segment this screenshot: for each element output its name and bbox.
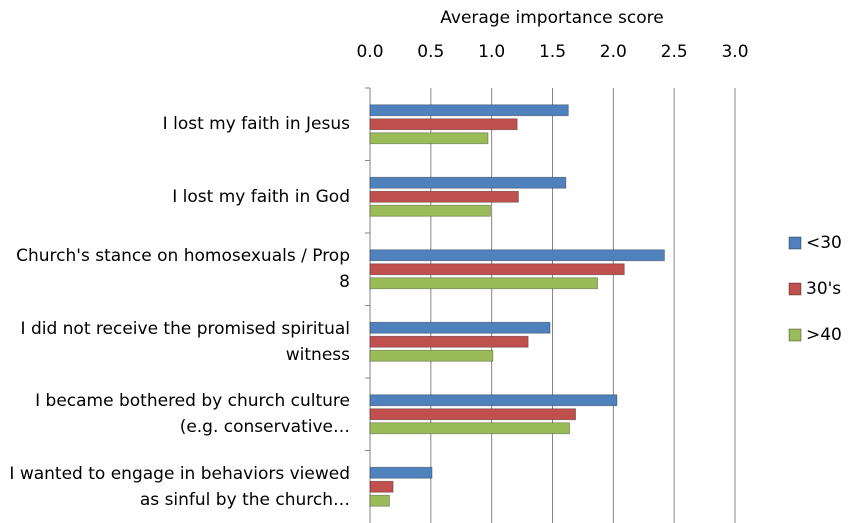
bar (369, 249, 665, 262)
bar (369, 190, 519, 203)
x-tick-label: 0.5 (417, 42, 444, 62)
legend-swatch (788, 236, 802, 250)
bar (369, 263, 625, 276)
x-tick-label: 1.5 (539, 42, 566, 62)
bar (369, 335, 529, 348)
legend-swatch (788, 282, 802, 296)
bar (369, 494, 390, 507)
bar (369, 176, 567, 189)
x-tick-label: 1.0 (478, 42, 505, 62)
y-tick-label: I became bothered by church culture (e.g… (35, 391, 350, 438)
y-tick-label: I did not receive the promised spiritual… (20, 318, 350, 365)
legend-swatch (788, 328, 802, 342)
bar (369, 118, 518, 131)
y-tick-label: I lost my faith in Jesus (162, 114, 350, 135)
bar (369, 132, 489, 145)
legend-label: >40 (806, 325, 842, 345)
y-tick-label: I lost my faith in God (172, 186, 350, 207)
x-tick-label: 3.0 (721, 42, 748, 62)
legend-label: <30 (806, 233, 842, 253)
bar (369, 321, 551, 334)
bar (369, 408, 577, 421)
bar (369, 422, 570, 435)
bar (369, 204, 491, 217)
bar (369, 104, 569, 117)
bar (369, 277, 598, 290)
x-tick-label: 2.0 (600, 42, 627, 62)
bar (369, 466, 433, 479)
x-tick-label: 0.0 (356, 42, 383, 62)
bar (369, 480, 394, 493)
bar (369, 394, 618, 407)
legend-label: 30's (806, 279, 841, 299)
y-tick-label: Church's stance on homosexuals / Prop 8 (16, 246, 350, 293)
chart-title: Average importance score (440, 8, 663, 28)
x-tick-label: 2.5 (661, 42, 688, 62)
bar (369, 349, 494, 362)
y-tick-label: I wanted to engage in behaviors viewed a… (9, 463, 350, 510)
